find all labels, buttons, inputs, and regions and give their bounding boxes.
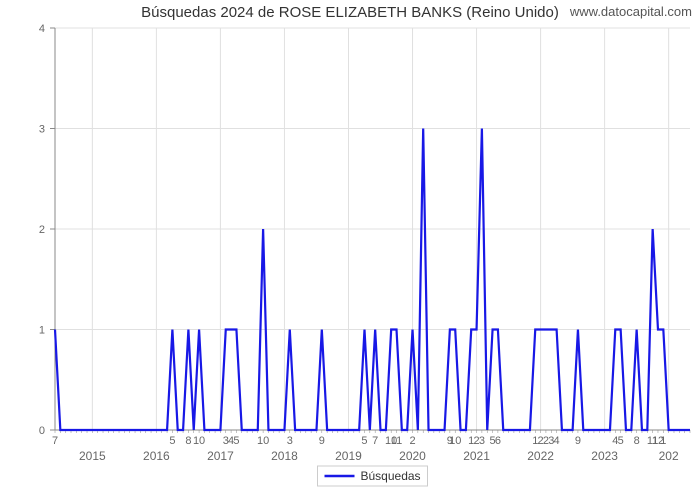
x-year-label: 202 [659, 449, 679, 463]
x-month-label: 9 [319, 435, 325, 447]
x-year-label: 2018 [271, 449, 298, 463]
x-month-label: 5 [618, 435, 624, 447]
x-month-label: 7 [372, 435, 378, 447]
y-tick-label: 3 [39, 124, 45, 136]
x-year-label: 2022 [527, 449, 554, 463]
x-year-label: 2023 [591, 449, 618, 463]
x-month-label: 1 [660, 435, 666, 447]
y-tick-label: 2 [39, 224, 45, 236]
series-line [55, 129, 690, 431]
x-month-label: 10 [193, 435, 205, 447]
x-month-label: 3 [287, 435, 293, 447]
x-month-label: 9 [575, 435, 581, 447]
x-month-label: 5 [361, 435, 367, 447]
x-month-label: 4 [554, 435, 560, 447]
chart-svg: 0123475810345103957101129101235612234945… [0, 0, 700, 500]
x-month-label: 5 [169, 435, 175, 447]
y-tick-label: 1 [39, 325, 45, 337]
x-month-label: 11 [391, 435, 402, 447]
x-month-label: 8 [634, 435, 640, 447]
x-year-label: 2015 [79, 449, 106, 463]
x-month-label: 7 [52, 435, 58, 447]
x-year-label: 2016 [143, 449, 170, 463]
chart-container: Búsquedas 2024 de ROSE ELIZABETH BANKS (… [0, 0, 700, 500]
x-month-label: 2 [409, 435, 415, 447]
x-month-label: 3 [479, 435, 485, 447]
x-year-label: 2017 [207, 449, 234, 463]
legend-label: Búsquedas [361, 469, 421, 483]
x-month-label: 6 [495, 435, 501, 447]
y-tick-label: 4 [39, 23, 45, 35]
x-month-label: 5 [233, 435, 239, 447]
x-year-label: 2021 [463, 449, 490, 463]
x-month-label: 10 [257, 435, 269, 447]
y-tick-label: 0 [39, 425, 45, 437]
x-month-label: 8 [185, 435, 191, 447]
x-year-label: 2020 [399, 449, 426, 463]
x-month-label: 10 [449, 435, 461, 447]
x-year-label: 2019 [335, 449, 362, 463]
